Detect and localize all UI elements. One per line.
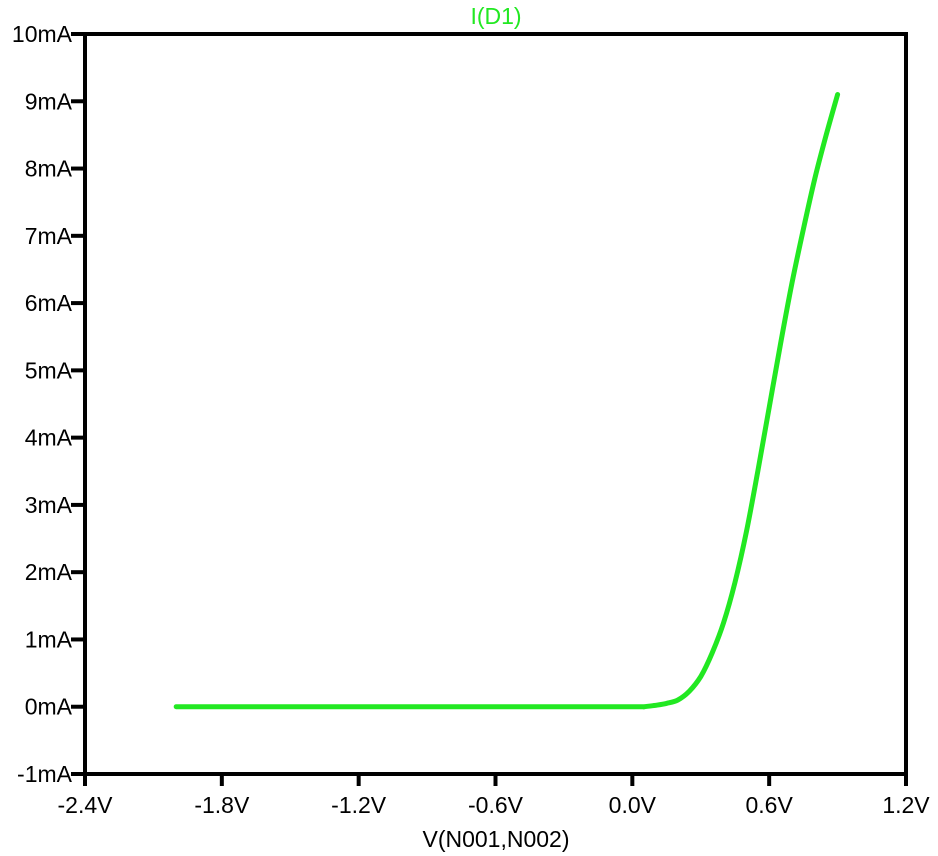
x-tick-label: 0.0V	[609, 792, 657, 818]
y-tick-label: 7mA	[25, 223, 73, 249]
y-tick-label: 3mA	[25, 492, 73, 518]
x-axis-ticks: -2.4V -1.8V -1.2V -0.6V 0.0V 0.6V 1.2V	[58, 774, 930, 818]
series-line-i-d1	[173, 92, 841, 710]
y-tick-label: 1mA	[25, 626, 73, 652]
x-axis-title: V(N001,N002)	[422, 826, 569, 852]
chart-title: I(D1)	[470, 3, 521, 29]
y-tick-label: 2mA	[25, 559, 73, 585]
y-tick-label: 10mA	[12, 21, 73, 47]
x-tick-label: -2.4V	[58, 792, 114, 818]
y-tick-label: 8mA	[25, 156, 73, 182]
y-tick-label: -1mA	[17, 761, 73, 787]
y-tick-label: 6mA	[25, 290, 73, 316]
x-tick-label: 1.2V	[882, 792, 930, 818]
x-tick-label: -1.8V	[194, 792, 250, 818]
x-tick-label: -1.2V	[331, 792, 387, 818]
x-tick-label: -0.6V	[468, 792, 524, 818]
y-axis-ticks: -1mA 0mA 1mA 2mA 3mA 4mA 5mA 6mA 7mA 8mA 9mA 10mA	[12, 21, 85, 787]
y-tick-label: 9mA	[25, 88, 73, 114]
plot-area-frame	[83, 32, 908, 776]
y-tick-label: 4mA	[25, 425, 73, 451]
x-tick-label: 0.6V	[746, 792, 794, 818]
y-tick-label: 0mA	[25, 694, 73, 720]
y-tick-label: 5mA	[25, 357, 73, 383]
